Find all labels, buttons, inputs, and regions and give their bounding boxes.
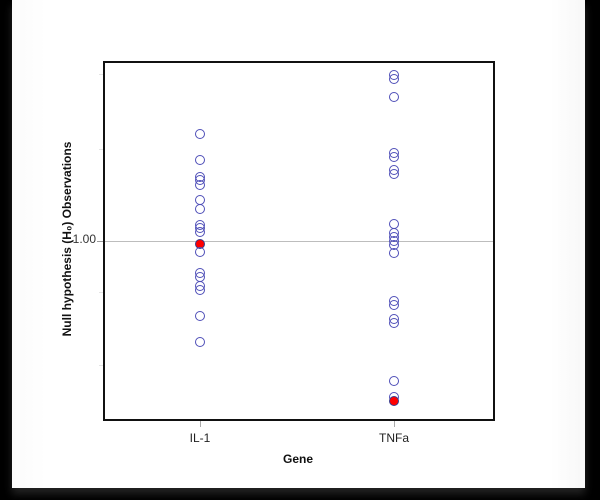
data-point xyxy=(194,284,205,295)
data-point xyxy=(194,154,205,165)
y-minor-tick xyxy=(99,74,103,75)
x-tick-label-il1: IL-1 xyxy=(189,431,211,445)
data-point xyxy=(194,203,205,214)
y-tick-label: 1.00 xyxy=(72,232,96,246)
data-point xyxy=(388,299,399,310)
x-tick-tnfa xyxy=(394,421,395,427)
panel-background xyxy=(12,0,585,488)
data-point xyxy=(194,226,205,237)
y-minor-tick xyxy=(99,149,103,150)
x-tick-label-tnfa: TNFa xyxy=(379,431,409,445)
chart-panel xyxy=(12,0,585,488)
data-point xyxy=(388,317,399,328)
y-major-tick xyxy=(97,241,103,242)
data-point xyxy=(194,336,205,347)
data-point xyxy=(388,247,399,258)
x-tick-il1 xyxy=(200,421,201,427)
data-point xyxy=(388,151,399,162)
y-axis-title: Null hypothesis (H₀) Observations xyxy=(60,141,74,337)
data-point xyxy=(388,73,399,84)
y-minor-tick xyxy=(99,292,103,293)
highlighted-data-point xyxy=(388,395,399,406)
plot-area xyxy=(97,61,495,421)
data-point xyxy=(194,128,205,139)
data-point xyxy=(388,375,399,386)
data-point xyxy=(388,168,399,179)
reference-line-1 xyxy=(105,241,493,242)
data-point xyxy=(194,179,205,190)
data-point xyxy=(194,310,205,321)
data-point xyxy=(194,246,205,257)
y-minor-tick xyxy=(99,365,103,366)
x-axis-title: Gene xyxy=(282,452,313,466)
data-point xyxy=(388,91,399,102)
